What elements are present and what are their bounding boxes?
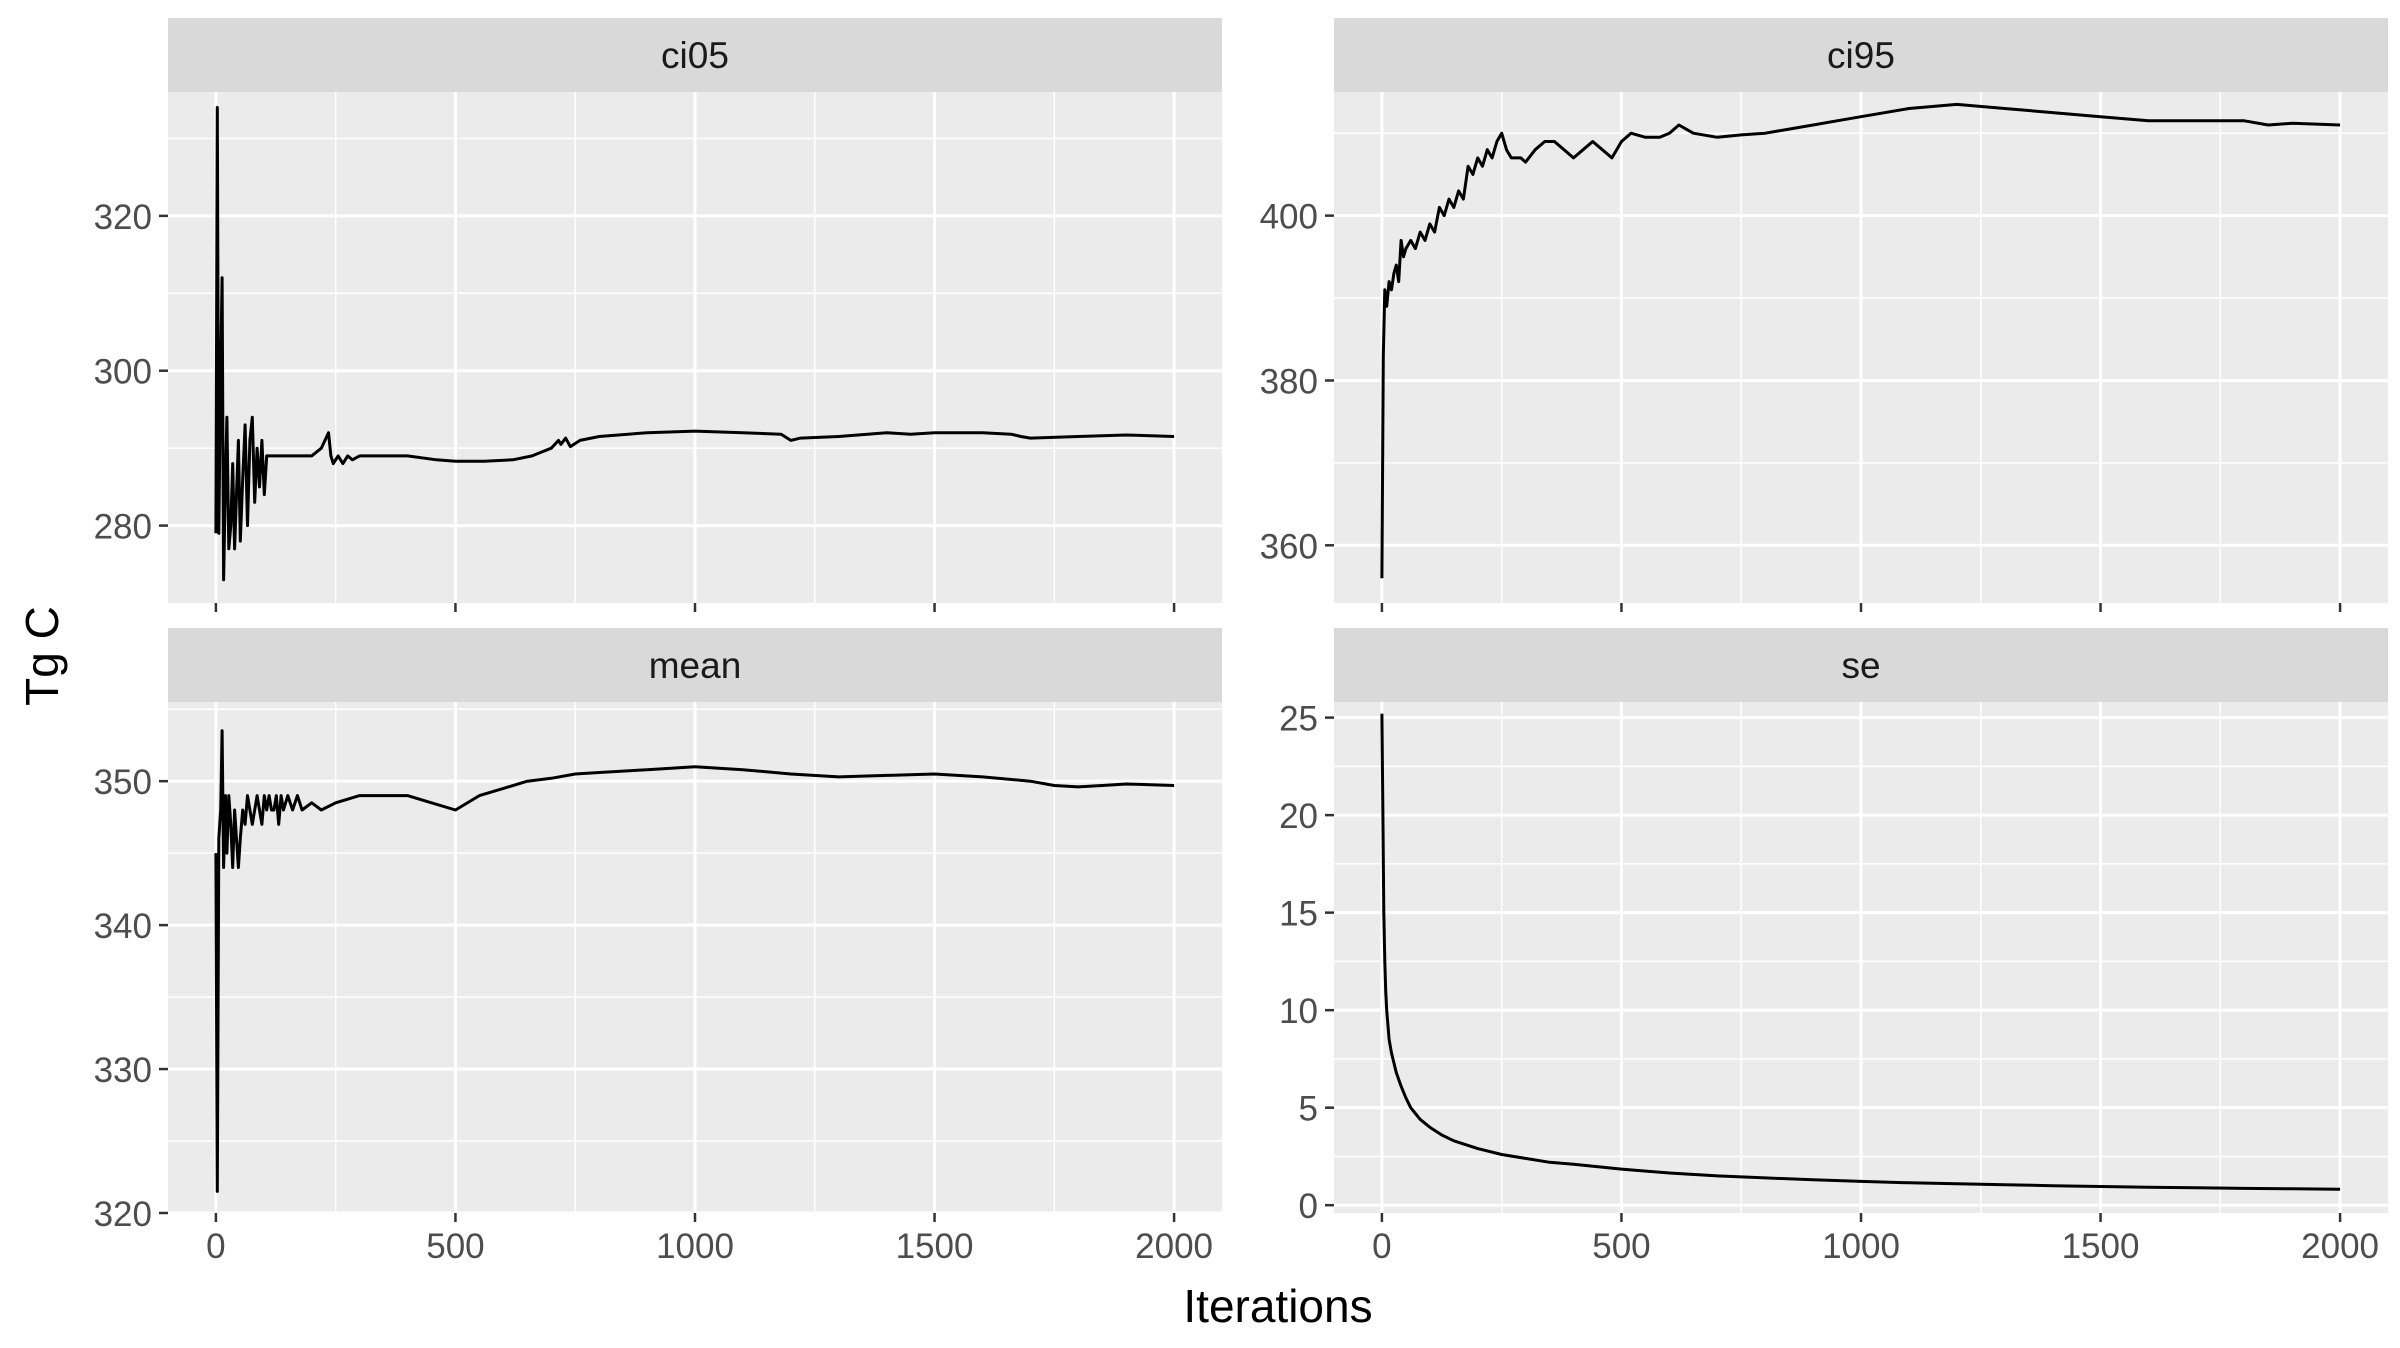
x-tick-label: 2000 — [2301, 1227, 2379, 1266]
x-tick-label: 1500 — [896, 1227, 974, 1266]
x-tick-label: 2000 — [1135, 1227, 1213, 1266]
strip-background — [168, 628, 1222, 702]
x-tick-label: 500 — [426, 1227, 484, 1266]
x-tick-label: 0 — [206, 1227, 225, 1266]
panel-se: se 0 5 10 15 20 25 0 500 1000 1500 2000 — [1279, 628, 2388, 1266]
strip-label: mean — [649, 645, 742, 686]
y-tick-label: 400 — [1260, 198, 1318, 237]
panel-mean: mean 320 330 340 350 0 500 1000 1500 2000 — [94, 628, 1222, 1266]
series-line-ci95 — [1380, 102, 2341, 579]
y-tick-label: 25 — [1279, 700, 1318, 739]
panel-ci95: ci95 360 380 400 — [1260, 18, 2388, 612]
y-tick-label: 300 — [94, 353, 152, 392]
strip-label: ci95 — [1827, 35, 1895, 76]
y-tick-label: 380 — [1260, 362, 1318, 401]
strip-background — [168, 18, 1222, 92]
strip-background — [1334, 628, 2388, 702]
x-tick-label: 1000 — [1822, 1227, 1900, 1266]
y-tick-label: 15 — [1279, 895, 1318, 934]
y-tick-label: 20 — [1279, 797, 1318, 836]
strip-label: ci05 — [661, 35, 729, 76]
y-tick-label: 5 — [1299, 1090, 1318, 1129]
strip-label: se — [1841, 645, 1880, 686]
series-line-ci05 — [214, 106, 1175, 582]
x-axis-title: Iterations — [1183, 1280, 1372, 1332]
y-tick-label: 330 — [94, 1051, 152, 1090]
y-tick-label: 10 — [1279, 992, 1318, 1031]
x-tick-label: 1000 — [656, 1227, 734, 1266]
series-line-se — [1380, 713, 2341, 1191]
y-tick-label: 320 — [94, 198, 152, 237]
y-tick-label: 350 — [94, 763, 152, 802]
panel-ci05: ci05 280 300 320 — [94, 18, 1222, 612]
series-line-mean — [214, 729, 1175, 1193]
y-axis-title: Tg C — [16, 606, 68, 706]
x-tick-label: 1500 — [2062, 1227, 2140, 1266]
x-tick-label: 500 — [1592, 1227, 1650, 1266]
y-tick-label: 340 — [94, 907, 152, 946]
y-tick-label: 280 — [94, 508, 152, 547]
y-tick-label: 320 — [94, 1195, 152, 1234]
panels-layer: ci05 280 300 320 ci95 360 380 400 mean 320 330 340 3… — [94, 18, 2388, 1266]
y-tick-label: 360 — [1260, 527, 1318, 566]
x-tick-label: 0 — [1372, 1227, 1391, 1266]
y-tick-label: 0 — [1299, 1187, 1318, 1226]
strip-background — [1334, 18, 2388, 92]
